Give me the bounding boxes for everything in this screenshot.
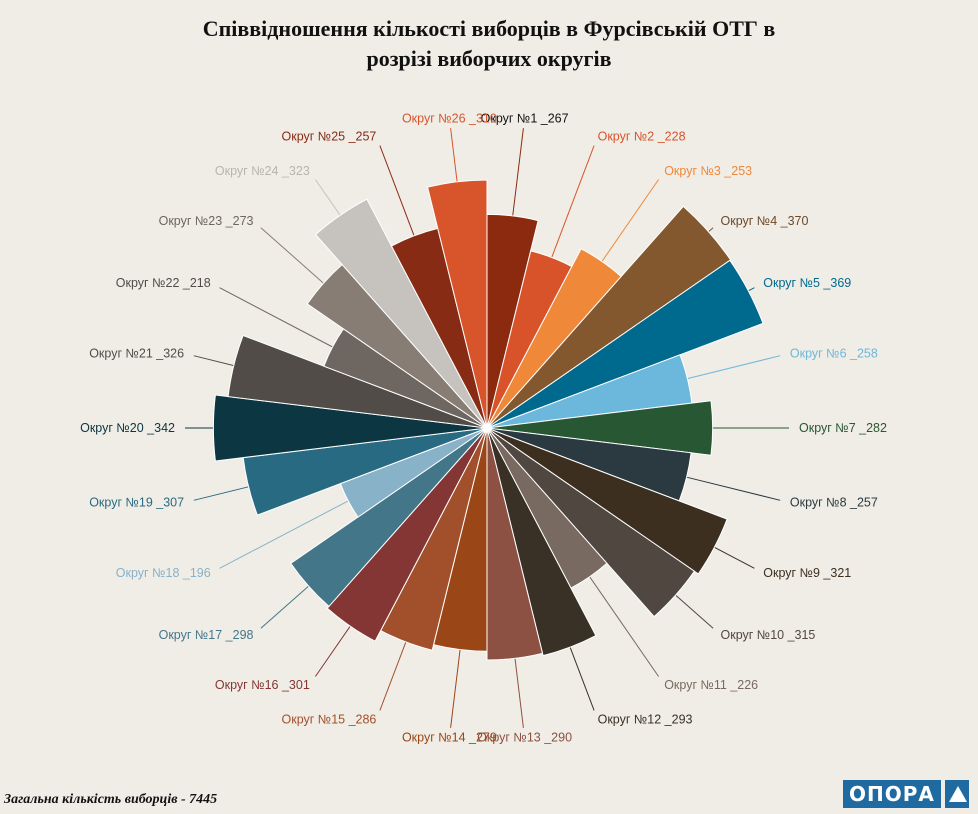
bar-label: Округ №3 _253 <box>664 164 752 178</box>
bar-segment <box>227 334 488 429</box>
bar-segment <box>486 427 728 575</box>
bar-segment <box>486 427 544 661</box>
bar-segment <box>314 198 488 429</box>
bar-label: Округ №10 _315 <box>721 628 816 642</box>
leader-line <box>601 179 660 262</box>
bar-label: Округ №23 _273 <box>159 214 254 228</box>
bar-label: Округ №13 _290 <box>477 731 572 745</box>
leader-line <box>219 500 349 569</box>
bar-segment <box>212 394 488 462</box>
leader-line <box>686 476 781 501</box>
bar-segment <box>426 179 488 429</box>
bar-segment <box>290 427 488 608</box>
leader-line <box>379 145 415 236</box>
leader-line <box>219 287 333 348</box>
bar-segment <box>486 205 732 429</box>
leader-line <box>379 641 407 711</box>
bar-segment <box>326 427 488 642</box>
bar-label: Округ №1 _267 <box>481 111 569 125</box>
logo-text: ОПОРА <box>843 780 941 808</box>
leader-line <box>589 576 660 677</box>
leader-line <box>714 546 755 569</box>
bar-label: Округ №20 _342 <box>80 421 175 435</box>
chart-title-line1: Співвідношення кількості виборців в Фурс… <box>202 16 776 41</box>
bar-label: Округ №12 _293 <box>598 713 693 727</box>
bar-label: Округ №19 _307 <box>89 496 184 510</box>
center-point <box>484 425 490 431</box>
bar-label: Округ №24 _323 <box>215 164 310 178</box>
bar-label: Округ №6 _258 <box>790 346 878 360</box>
leader-lines <box>185 128 789 728</box>
bar-label: Округ №16 _301 <box>215 678 310 692</box>
leader-line <box>193 486 249 501</box>
bar-label: Округ №8 _257 <box>790 496 878 510</box>
bars <box>212 179 764 661</box>
bar-label: Округ №15 _286 <box>282 713 377 727</box>
bar-label: Округ №4 _370 <box>721 214 809 228</box>
bar-label: Округ №25 _257 <box>282 129 377 143</box>
leader-line <box>314 625 351 677</box>
leader-line <box>675 594 714 629</box>
leader-line <box>260 585 309 629</box>
leader-line <box>450 128 458 182</box>
bar-label: Округ №18 _196 <box>116 566 211 580</box>
bar-label: Округ №7 _282 <box>799 421 887 435</box>
total-voters-note: Загальна кількість виборців - 7445 <box>4 792 218 807</box>
leader-line <box>551 145 595 258</box>
bar-label: Округ №2 _228 <box>598 129 686 143</box>
leader-line <box>687 355 781 380</box>
opora-logo[interactable]: ОПОРА <box>843 780 969 808</box>
bar-label: Округ №9 _321 <box>763 566 851 580</box>
chart-title-line2: розрізі виборчих округів <box>366 46 612 71</box>
leader-line <box>569 647 595 711</box>
leader-line <box>708 227 714 233</box>
bar-labels: Округ №1 _267 Округ №2 _228 Округ №3 _253 О… <box>80 111 887 744</box>
leader-line <box>514 658 524 728</box>
bar-label: Округ №17 _298 <box>159 628 254 642</box>
bar-segment <box>486 259 764 429</box>
leader-line <box>260 227 324 284</box>
triangle-icon <box>944 780 969 808</box>
bar-label: Округ №5 _369 <box>763 276 851 290</box>
bar-label: Округ №21 _326 <box>89 346 184 360</box>
leader-line <box>314 179 341 216</box>
leader-line <box>193 355 234 367</box>
bar-label: Округ №11 _226 <box>664 678 758 692</box>
bar-label: Округ №14 _279 <box>402 731 497 745</box>
leader-line <box>450 649 461 728</box>
leader-line <box>512 128 524 217</box>
leader-line <box>748 287 755 292</box>
chart-title: Співвідношення кількості виборців в Фурс… <box>0 14 978 74</box>
bar-label: Округ №26 _310 <box>402 111 497 125</box>
bar-label: Округ №22 _218 <box>116 276 211 290</box>
bar-segment <box>486 400 714 456</box>
bar-segment <box>486 427 597 657</box>
bar-segment <box>486 427 696 618</box>
